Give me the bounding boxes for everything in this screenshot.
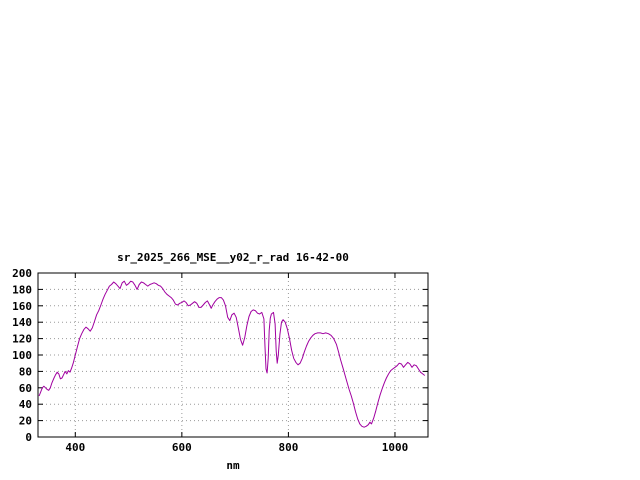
spectrum-line (38, 280, 426, 428)
x-axis-label: nm (226, 459, 240, 472)
y-tick-label: 80 (19, 365, 32, 378)
x-tick-label: 600 (172, 441, 192, 454)
plot-border (37, 272, 429, 438)
y-tick-label: 180 (12, 283, 32, 296)
x-tick-label: 1000 (382, 441, 409, 454)
y-tick-label: 20 (19, 415, 32, 428)
y-tick-label: 100 (12, 349, 32, 362)
x-tick-label: 800 (278, 441, 298, 454)
y-tick-label: 40 (19, 398, 32, 411)
y-tick-label: 120 (12, 333, 32, 346)
chart-title: sr_2025_266_MSE__y02_r_rad 16-42-00 (117, 251, 349, 264)
y-tick-label: 140 (12, 316, 32, 329)
y-tick-label: 200 (12, 267, 32, 280)
y-tick-label: 0 (25, 431, 32, 444)
y-tick-label: 160 (12, 300, 32, 313)
x-tick-label: 400 (65, 441, 85, 454)
y-tick-label: 60 (19, 382, 32, 395)
